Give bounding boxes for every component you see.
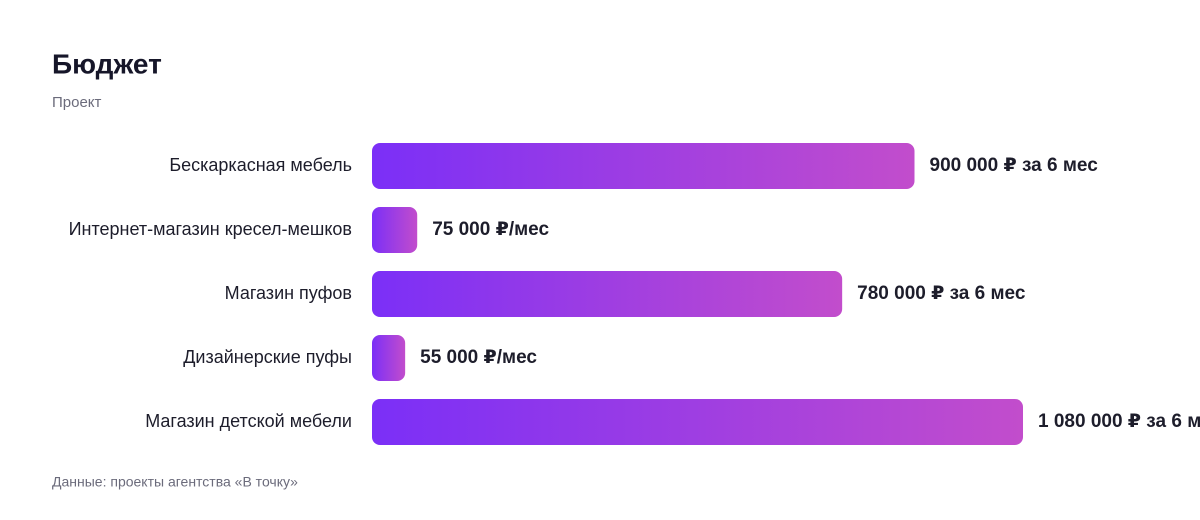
chart-subtitle: Проект [52,94,102,111]
bar [372,143,915,189]
value-label: 1 080 000 ₽ за 6 мес [1038,411,1200,432]
value-label: 900 000 ₽ за 6 мес [930,155,1099,176]
bar [372,207,418,253]
bar [372,335,406,381]
source-note: Данные: проекты агентства «В точку» [52,474,298,490]
value-label: 75 000 ₽/мес [432,219,549,240]
category-label: Интернет-магазин кресел-мешков [69,219,352,239]
value-label: 55 000 ₽/мес [420,347,537,368]
chart-title: Бюджет [52,48,162,79]
category-label: Магазин пуфов [225,283,352,303]
bar [372,399,1023,445]
value-label: 780 000 ₽ за 6 мес [857,283,1026,304]
category-label: Дизайнерские пуфы [183,347,352,367]
bar [372,271,843,317]
category-label: Бескаркасная мебель [169,155,352,175]
category-label: Магазин детской мебели [145,411,352,431]
